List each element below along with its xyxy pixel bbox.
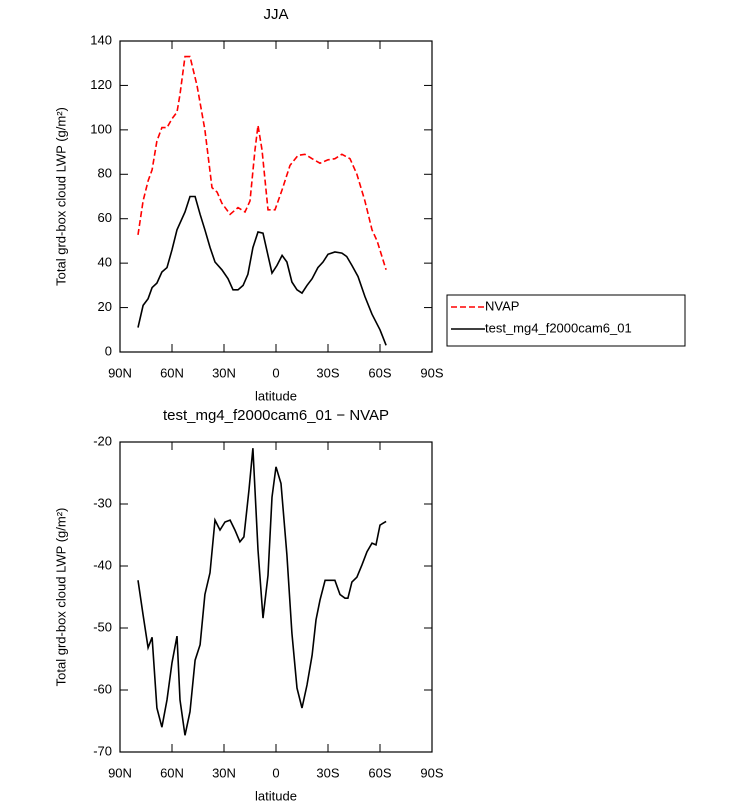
y-tick-label: -40 — [93, 557, 112, 572]
x-tick-label: 30N — [212, 765, 236, 780]
y-tick-label: 60 — [98, 210, 112, 225]
data-line — [137, 195, 387, 346]
x-tick-label: 60N — [160, 765, 184, 780]
x-tick-label: 60S — [368, 765, 391, 780]
x-tick-label: 0 — [272, 765, 279, 780]
x-tick-label: 30N — [212, 365, 236, 380]
x-tick-label: 90S — [420, 365, 443, 380]
y-tick-label: 100 — [90, 121, 112, 136]
x-axis-label: latitude — [255, 388, 297, 403]
x-tick-label: 90N — [108, 365, 132, 380]
x-tick-label: 60S — [368, 365, 391, 380]
y-tick-label: -50 — [93, 619, 112, 634]
y-tick-label: -30 — [93, 495, 112, 510]
x-tick-label: 90S — [420, 765, 443, 780]
y-tick-label: -20 — [93, 433, 112, 448]
legend-label: NVAP — [485, 298, 519, 313]
legend-label: test_mg4_f2000cam6_01 — [485, 320, 632, 335]
x-tick-label: 90N — [108, 765, 132, 780]
chart-title: JJA — [263, 6, 288, 23]
x-tick-label: 30S — [316, 365, 339, 380]
legend-box — [446, 294, 686, 347]
y-tick-label: 140 — [90, 32, 112, 47]
y-tick-label: 0 — [105, 343, 112, 358]
y-axis-label: Total grd-box cloud LWP (g/m²) — [53, 508, 68, 687]
x-tick-label: 0 — [272, 365, 279, 380]
x-tick-label: 30S — [316, 765, 339, 780]
y-tick-label: 20 — [98, 299, 112, 314]
plot-frame — [119, 40, 433, 353]
x-tick-label: 60N — [160, 365, 184, 380]
y-tick-label: 120 — [90, 77, 112, 92]
chart-title: test_mg4_f2000cam6_01 − NVAP — [163, 407, 389, 424]
y-tick-label: -70 — [93, 743, 112, 758]
y-tick-label: 80 — [98, 166, 112, 181]
plot-frame — [119, 441, 433, 753]
y-axis-label: Total grd-box cloud LWP (g/m²) — [53, 107, 68, 286]
x-axis-label: latitude — [255, 788, 297, 803]
y-tick-label: 40 — [98, 255, 112, 270]
data-line — [137, 448, 387, 736]
y-tick-label: -60 — [93, 681, 112, 696]
data-line — [137, 55, 387, 271]
